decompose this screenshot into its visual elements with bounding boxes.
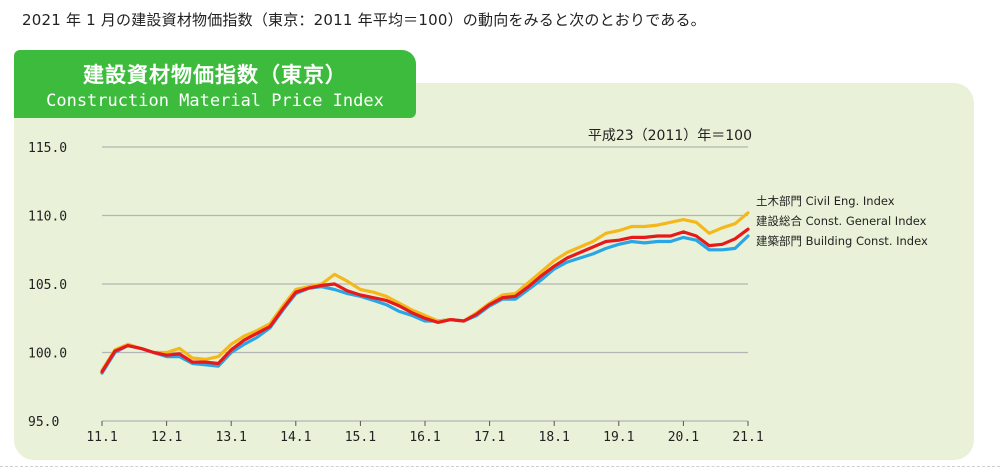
chart-title-box: 建設資材物価指数（東京） Construction Material Price… — [14, 50, 416, 118]
y-tick-label: 100.0 — [28, 347, 67, 362]
x-tick-label: 15.1 — [345, 430, 376, 445]
chart-panel — [14, 83, 974, 460]
y-axis-ticks: 115.0 110.0 105.0 100.0 95.0 — [28, 141, 67, 430]
chart-title-jp: 建設資材物価指数（東京） — [83, 63, 347, 87]
legend-entry-building: 建築部門 Building Const. Index — [756, 234, 928, 248]
grid-lines — [102, 146, 748, 422]
series-lines — [100, 211, 750, 375]
x-tick-label: 20.1 — [668, 430, 699, 445]
x-tick-label: 12.1 — [151, 430, 182, 445]
x-axis-ticks: 11.1 12.1 13.1 14.1 15.1 16.1 17.1 18.1 19.1 20.1… — [86, 421, 764, 445]
intro-text: 2021 年 1 月の建設資材物価指数（東京：2011 年平均＝100）の動向を… — [22, 11, 706, 29]
x-tick-label: 18.1 — [539, 430, 570, 445]
x-tick-label: 19.1 — [603, 430, 634, 445]
y-tick-label: 115.0 — [28, 141, 67, 156]
legend-entry-general: 建設総合 Const. General Index — [756, 214, 927, 228]
unit-label: 平成23（2011）年＝100 — [588, 128, 752, 144]
y-tick-label: 110.0 — [28, 210, 67, 225]
x-tick-label: 14.1 — [280, 430, 311, 445]
legend-entry-civil: 土木部門 Civil Eng. Index — [756, 194, 895, 208]
x-tick-label: 17.1 — [474, 430, 505, 445]
x-tick-label: 11.1 — [86, 430, 117, 445]
series-line-civil — [100, 211, 750, 372]
x-tick-label: 21.1 — [732, 430, 763, 445]
x-tick-label: 13.1 — [216, 430, 247, 445]
legend: 土木部門 Civil Eng. Index 建設総合 Const. General… — [756, 194, 928, 248]
x-tick-label: 16.1 — [409, 430, 440, 445]
y-tick-label: 105.0 — [28, 278, 67, 293]
series-line-general — [100, 227, 750, 374]
chart-title-en: Construction Material Price Index — [46, 91, 384, 111]
page-divider — [0, 466, 1000, 467]
y-tick-label: 95.0 — [28, 415, 59, 430]
series-line-building — [100, 234, 750, 375]
